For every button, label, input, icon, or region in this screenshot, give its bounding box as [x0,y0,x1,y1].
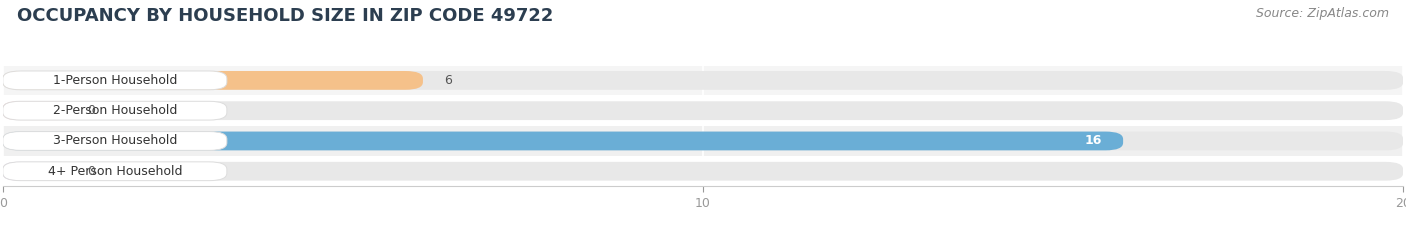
FancyBboxPatch shape [3,132,1403,150]
FancyBboxPatch shape [3,65,1403,95]
FancyBboxPatch shape [3,96,1403,126]
FancyBboxPatch shape [3,101,1403,120]
FancyBboxPatch shape [3,126,1403,156]
Text: Source: ZipAtlas.com: Source: ZipAtlas.com [1256,7,1389,20]
FancyBboxPatch shape [3,162,226,181]
Text: 2-Person Household: 2-Person Household [52,104,177,117]
FancyBboxPatch shape [3,71,423,90]
FancyBboxPatch shape [3,71,1403,90]
Text: OCCUPANCY BY HOUSEHOLD SIZE IN ZIP CODE 49722: OCCUPANCY BY HOUSEHOLD SIZE IN ZIP CODE … [17,7,553,25]
Text: 6: 6 [444,74,451,87]
FancyBboxPatch shape [3,101,73,120]
FancyBboxPatch shape [3,71,226,90]
Text: 3-Person Household: 3-Person Household [52,134,177,147]
Text: 0: 0 [87,104,94,117]
FancyBboxPatch shape [3,132,1123,150]
FancyBboxPatch shape [3,101,226,120]
Text: 16: 16 [1085,134,1102,147]
FancyBboxPatch shape [3,156,1403,186]
Text: 4+ Person Household: 4+ Person Household [48,165,183,178]
Text: 1-Person Household: 1-Person Household [52,74,177,87]
FancyBboxPatch shape [3,162,1403,181]
FancyBboxPatch shape [3,162,73,181]
FancyBboxPatch shape [3,132,226,150]
Text: 0: 0 [87,165,94,178]
